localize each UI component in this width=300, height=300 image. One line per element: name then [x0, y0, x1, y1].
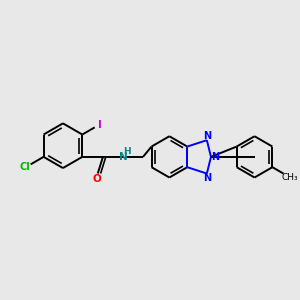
Text: I: I: [98, 119, 102, 130]
Text: N: N: [203, 131, 211, 141]
Text: Cl: Cl: [20, 163, 31, 172]
Text: O: O: [93, 174, 102, 184]
Text: N: N: [203, 172, 211, 183]
Text: CH₃: CH₃: [281, 173, 298, 182]
Text: N: N: [119, 152, 128, 162]
Text: H: H: [123, 147, 131, 156]
Text: N: N: [211, 152, 219, 162]
